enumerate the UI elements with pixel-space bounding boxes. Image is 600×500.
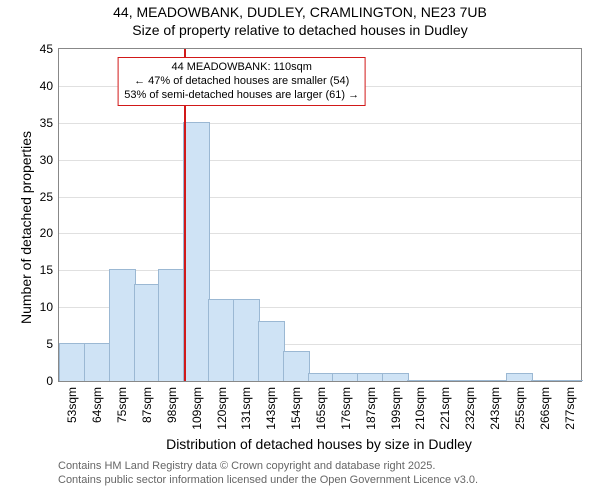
- xtick-label: 266sqm: [538, 387, 552, 430]
- histogram-bar: [59, 343, 86, 381]
- gridline: [59, 160, 581, 161]
- gridline: [59, 123, 581, 124]
- histogram-bar: [457, 380, 484, 381]
- histogram-bar: [357, 373, 384, 381]
- xtick-label: 187sqm: [364, 387, 378, 430]
- xtick-label: 176sqm: [339, 387, 353, 430]
- xtick-label: 221sqm: [438, 387, 452, 430]
- xtick-label: 131sqm: [239, 387, 253, 430]
- footer-line-1: Contains HM Land Registry data © Crown c…: [58, 460, 478, 474]
- histogram-bar: [109, 269, 136, 381]
- x-axis-label: Distribution of detached houses by size …: [58, 436, 580, 452]
- histogram-bar: [382, 373, 409, 381]
- title-line-2: Size of property relative to detached ho…: [0, 22, 600, 40]
- xtick-label: 232sqm: [463, 387, 477, 430]
- xtick-label: 109sqm: [190, 387, 204, 430]
- annotation-line-3: 53% of semi-detached houses are larger (…: [124, 89, 359, 103]
- y-axis-label: Number of detached properties: [18, 131, 34, 324]
- histogram-bar: [506, 373, 533, 381]
- xtick-label: 210sqm: [413, 387, 427, 430]
- chart-title: 44, MEADOWBANK, DUDLEY, CRAMLINGTON, NE2…: [0, 4, 600, 39]
- histogram-bar: [258, 321, 285, 381]
- ytick-label: 0: [46, 374, 59, 388]
- xtick-label: 243sqm: [488, 387, 502, 430]
- footer-line-2: Contains public sector information licen…: [58, 474, 478, 488]
- ytick-label: 40: [40, 79, 59, 93]
- ytick-label: 30: [40, 153, 59, 167]
- xtick-label: 199sqm: [389, 387, 403, 430]
- xtick-label: 53sqm: [65, 387, 79, 423]
- xtick-label: 64sqm: [90, 387, 104, 423]
- gridline: [59, 233, 581, 234]
- histogram-bar: [432, 380, 459, 381]
- histogram-bar: [158, 269, 185, 381]
- histogram-bar: [134, 284, 161, 381]
- annotation-line-1: 44 MEADOWBANK: 110sqm: [124, 61, 359, 75]
- ytick-label: 10: [40, 300, 59, 314]
- histogram-bar: [308, 373, 335, 381]
- annotation-line-2: ← 47% of detached houses are smaller (54…: [124, 75, 359, 89]
- histogram-bar: [84, 343, 111, 381]
- gridline: [59, 270, 581, 271]
- xtick-label: 143sqm: [264, 387, 278, 430]
- title-line-1: 44, MEADOWBANK, DUDLEY, CRAMLINGTON, NE2…: [0, 4, 600, 22]
- histogram-bar: [283, 351, 310, 382]
- ytick-label: 15: [40, 263, 59, 277]
- xtick-label: 255sqm: [513, 387, 527, 430]
- xtick-label: 75sqm: [115, 387, 129, 423]
- xtick-label: 120sqm: [215, 387, 229, 430]
- xtick-label: 98sqm: [165, 387, 179, 423]
- gridline: [59, 197, 581, 198]
- ytick-label: 25: [40, 190, 59, 204]
- ytick-label: 20: [40, 226, 59, 240]
- footer-attribution: Contains HM Land Registry data © Crown c…: [58, 460, 478, 488]
- histogram-bar: [407, 380, 434, 381]
- ytick-label: 35: [40, 116, 59, 130]
- histogram-bar: [183, 122, 210, 381]
- xtick-label: 87sqm: [140, 387, 154, 423]
- histogram-bar: [208, 299, 235, 381]
- histogram-bar: [233, 299, 260, 381]
- ytick-label: 45: [40, 42, 59, 56]
- histogram-bar: [482, 380, 509, 381]
- histogram-bar: [531, 380, 558, 381]
- xtick-label: 154sqm: [289, 387, 303, 430]
- xtick-label: 277sqm: [563, 387, 577, 430]
- histogram-bar: [556, 380, 583, 381]
- xtick-label: 165sqm: [314, 387, 328, 430]
- annotation-box: 44 MEADOWBANK: 110sqm← 47% of detached h…: [117, 57, 366, 106]
- plot-area: 05101520253035404553sqm64sqm75sqm87sqm98…: [58, 48, 582, 382]
- ytick-label: 5: [46, 337, 59, 351]
- histogram-bar: [332, 373, 359, 381]
